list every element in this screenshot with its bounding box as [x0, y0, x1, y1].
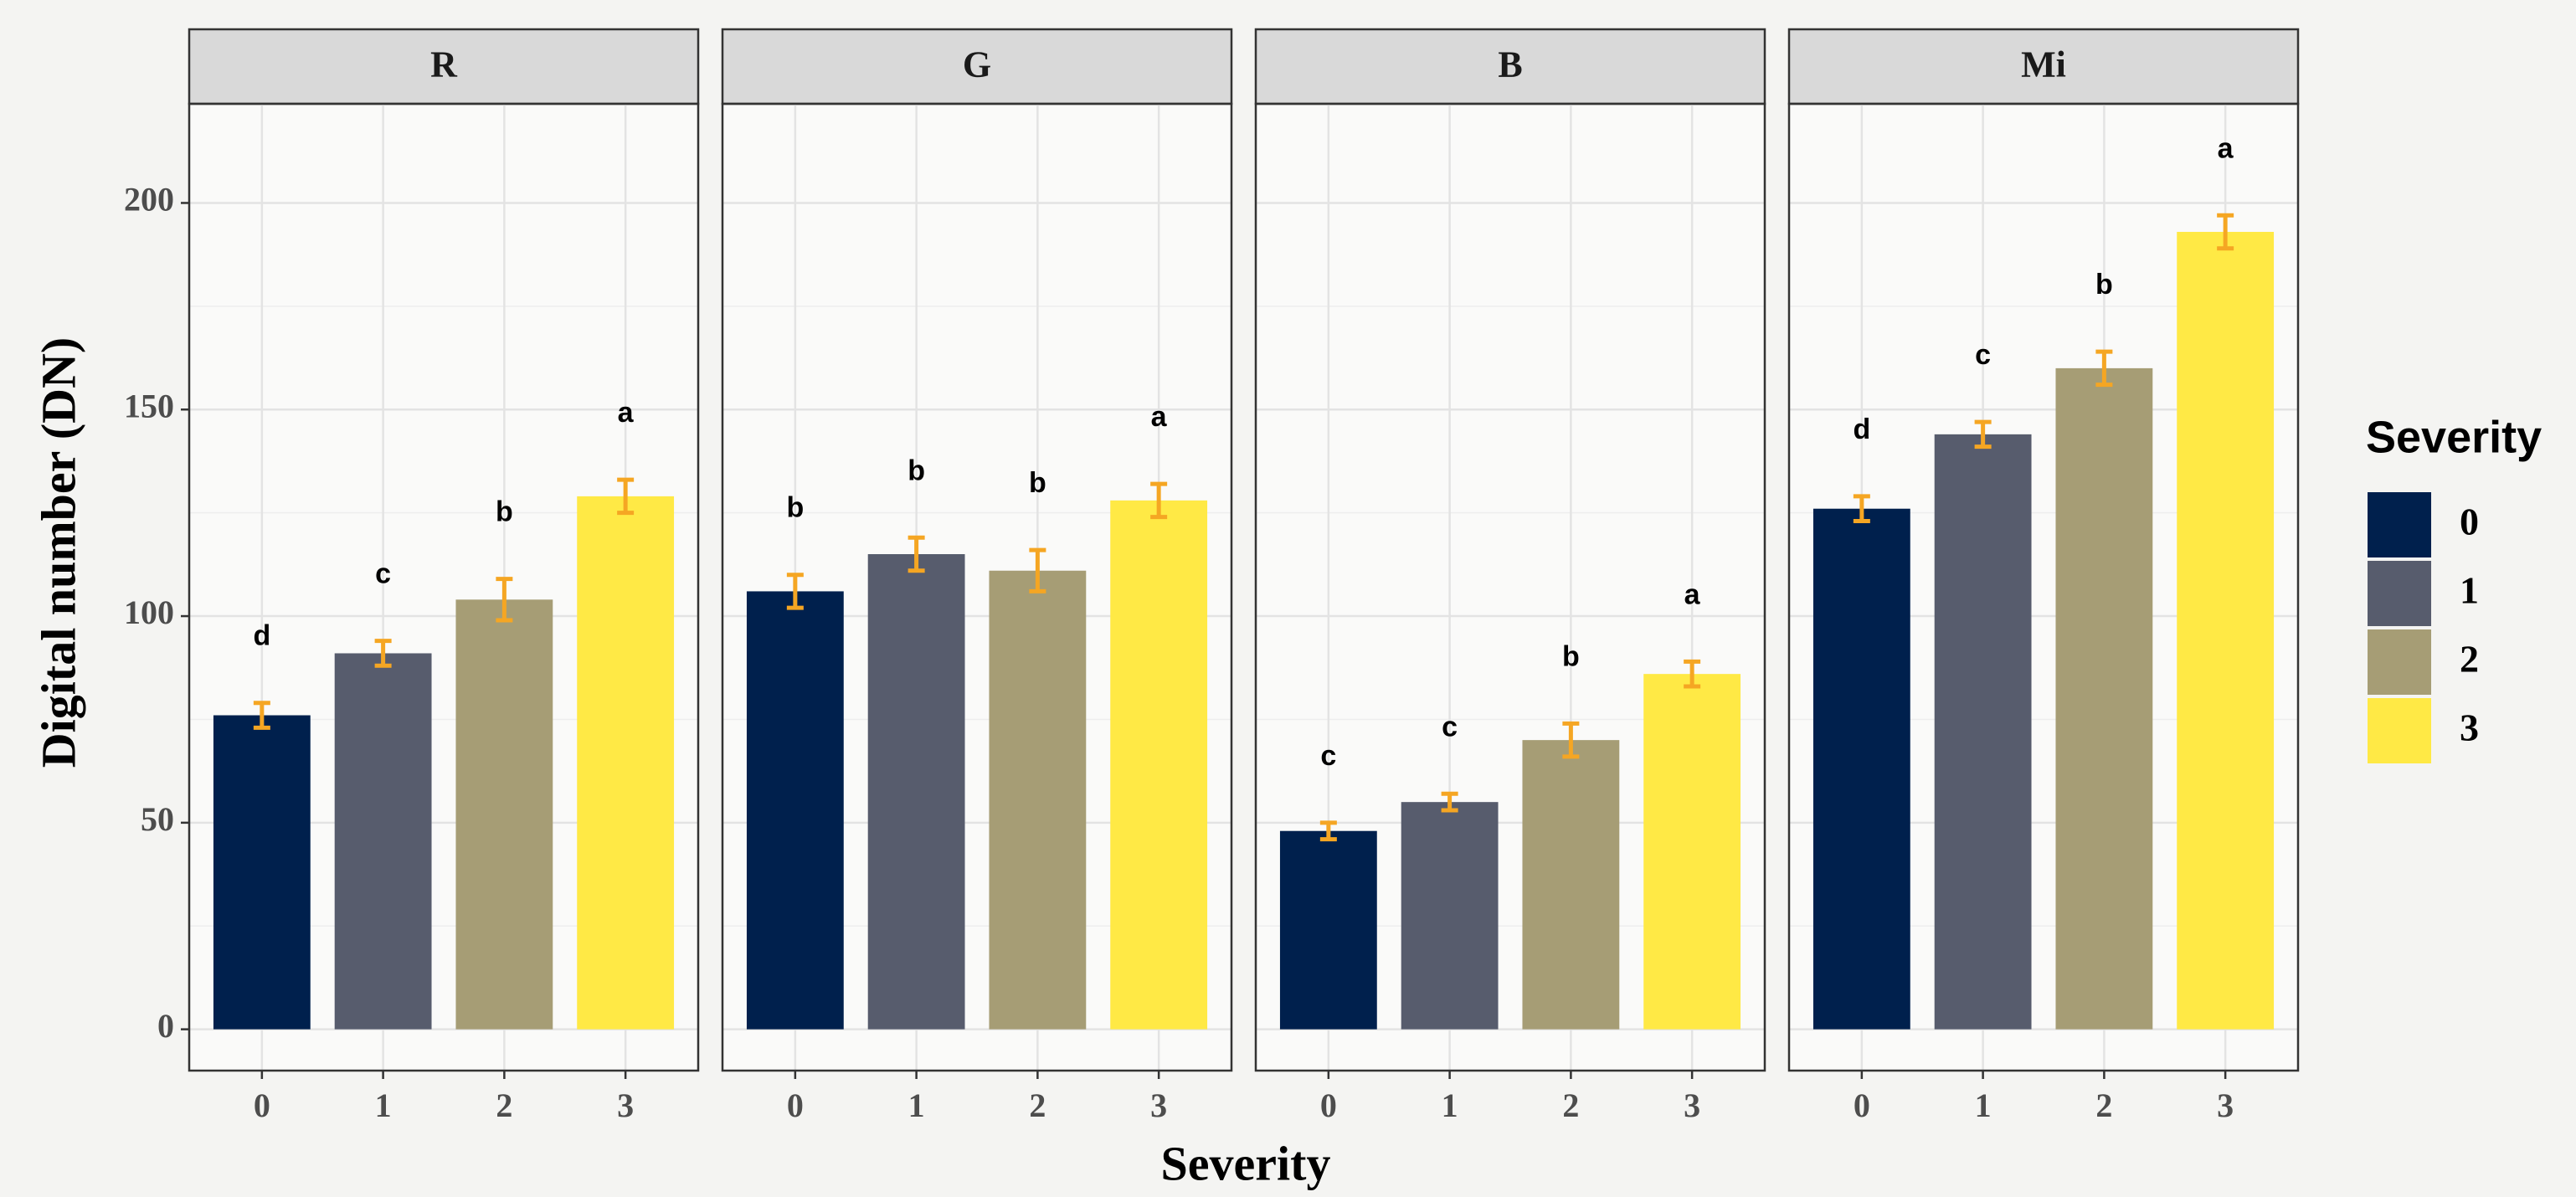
x-tick-label: 1 [1975, 1087, 1992, 1124]
bar [1522, 740, 1620, 1030]
bar [746, 591, 844, 1030]
y-tick-label: 100 [124, 593, 174, 631]
bar [867, 554, 965, 1030]
panel-border [721, 102, 1233, 1072]
strip-background [721, 28, 1233, 105]
significance-letter: c [1442, 711, 1458, 742]
significance-letter: a [618, 397, 635, 429]
legend-key [2368, 629, 2431, 695]
error-bar [1441, 791, 1458, 813]
x-tick-label: 0 [787, 1087, 804, 1124]
bar [334, 653, 432, 1030]
error-bar [253, 701, 270, 730]
strip-background [188, 28, 700, 105]
bar [989, 570, 1087, 1030]
bar [2055, 367, 2153, 1030]
bar [213, 715, 311, 1030]
x-tick-label: 0 [254, 1087, 270, 1124]
legend-key [2368, 561, 2431, 626]
error-bar [496, 577, 513, 623]
significance-letter: b [1562, 640, 1580, 672]
significance-letter: c [1975, 339, 1991, 371]
x-tick-label: 1 [908, 1087, 925, 1124]
y-tick-label: 200 [124, 181, 174, 218]
significance-letter: d [1853, 414, 1870, 445]
panel-border [1254, 102, 1766, 1072]
error-bar [1853, 494, 1870, 524]
y-axis-title: Digital number (DN) [31, 337, 85, 768]
y-tick-label: 0 [157, 1007, 174, 1045]
x-tick-label: 2 [2095, 1087, 2112, 1124]
legend-label: 2 [2460, 638, 2479, 681]
y-tick-label: 50 [141, 800, 174, 838]
legend-key [2368, 492, 2431, 557]
strip-background [1787, 28, 2300, 105]
x-axis-title: Severity [1161, 1136, 1331, 1190]
panel-border [188, 102, 700, 1072]
x-tick-label: 1 [375, 1087, 392, 1124]
strip-label: Mi [2021, 44, 2066, 85]
x-tick-label: 2 [1029, 1087, 1046, 1124]
bar [455, 599, 553, 1030]
error-bar [2095, 349, 2113, 388]
legend-label: 0 [2460, 501, 2479, 543]
strip-label: G [963, 44, 991, 85]
significance-letter: b [1029, 467, 1046, 499]
x-tick-label: 1 [1442, 1087, 1458, 1124]
error-bar [374, 639, 392, 668]
x-tick-label: 3 [2217, 1087, 2234, 1124]
error-bar [786, 573, 804, 610]
strip-label: B [1498, 44, 1522, 85]
bar [1643, 674, 1741, 1030]
bar [1279, 830, 1377, 1030]
significance-letter: c [1320, 740, 1336, 772]
significance-letter: d [253, 620, 270, 652]
significance-letter: b [2095, 269, 2113, 301]
error-bar [1150, 481, 1168, 520]
y-tick-label: 150 [124, 387, 174, 424]
legend-label: 1 [2460, 569, 2479, 612]
panel-border [1787, 102, 2300, 1072]
error-bar [1029, 547, 1046, 593]
bar [577, 496, 675, 1030]
significance-letter: b [786, 492, 804, 524]
x-tick-label: 3 [1150, 1087, 1167, 1124]
strip-background [1254, 28, 1766, 105]
bar [1812, 508, 1910, 1030]
x-tick-label: 0 [1320, 1087, 1337, 1124]
legend-key [2368, 698, 2431, 763]
error-bar [908, 535, 925, 573]
strip-label: R [430, 44, 458, 85]
x-tick-label: 2 [1562, 1087, 1579, 1124]
error-bar [1684, 659, 1701, 689]
x-tick-label: 3 [1684, 1087, 1700, 1124]
x-tick-label: 0 [1854, 1087, 1870, 1124]
legend-title: Severity [2366, 412, 2542, 462]
bar [1934, 434, 2032, 1030]
significance-letter: c [375, 558, 391, 590]
bar [2177, 232, 2275, 1030]
error-bar [1319, 820, 1337, 842]
significance-letter: b [496, 496, 513, 528]
legend-label: 3 [2460, 706, 2479, 749]
significance-letter: b [908, 455, 925, 486]
significance-letter: a [2218, 132, 2234, 164]
bar [1401, 802, 1499, 1030]
significance-letter: a [1684, 578, 1701, 610]
bar [1110, 500, 1208, 1030]
error-bar [2217, 213, 2234, 251]
error-bar [1974, 419, 1992, 450]
error-bar [617, 477, 635, 516]
x-tick-label: 2 [496, 1087, 512, 1124]
x-tick-label: 3 [617, 1087, 634, 1124]
error-bar [1562, 721, 1580, 759]
significance-letter: a [1151, 401, 1168, 433]
